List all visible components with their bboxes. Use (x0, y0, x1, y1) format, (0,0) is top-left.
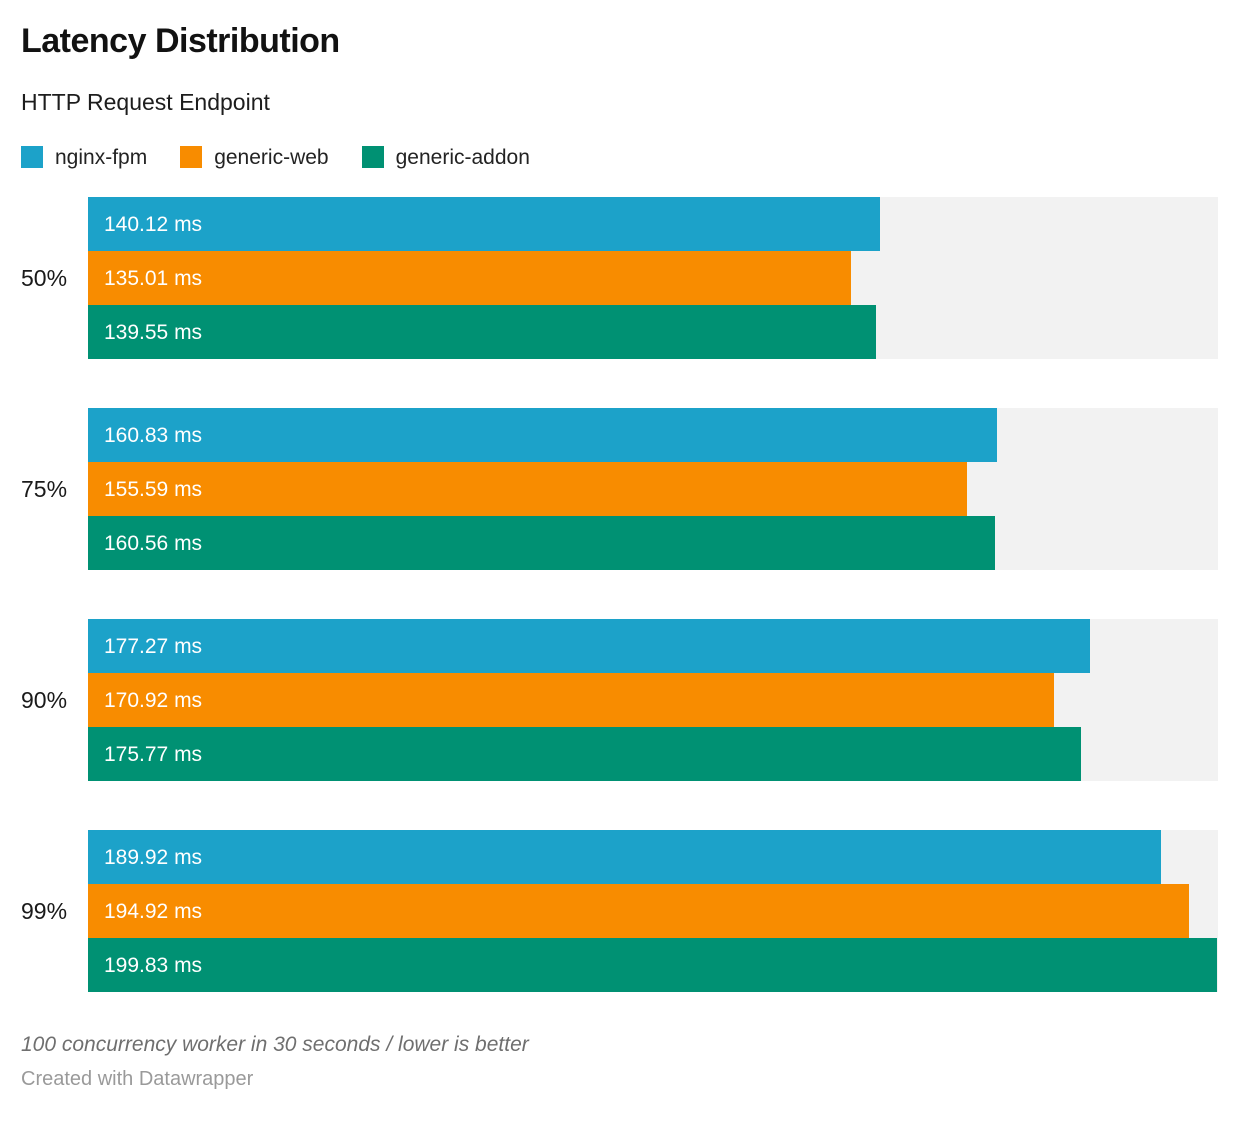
bar-value-label: 160.56 ms (104, 531, 203, 555)
legend-label: generic-addon (395, 145, 530, 169)
bar-nginx-fpm: 189.92 ms (88, 830, 1162, 885)
bar-generic-addon: 175.77 ms (88, 727, 1082, 782)
bar-generic-addon: 199.83 ms (88, 938, 1218, 993)
category-label: 90% (21, 686, 68, 713)
legend-item-generic-addon: generic-addon (361, 145, 530, 169)
legend-swatch-icon (21, 146, 43, 169)
datawrapper-attribution: Created with Datawrapper (21, 1068, 254, 1091)
bar-group-75pct: 75% 160.83 ms 155.59 ms 160.56 ms (21, 408, 1218, 571)
legend-swatch-icon (180, 146, 203, 169)
bar-value-label: 160.83 ms (104, 423, 203, 447)
bar-value-label: 139.55 ms (104, 320, 203, 344)
bar-chart: 50% 140.12 ms 135.01 ms 139.55 ms 75% 160.83 … (21, 197, 1218, 993)
bar-generic-web: 170.92 ms (88, 673, 1054, 728)
bar-nginx-fpm: 177.27 ms (88, 619, 1090, 674)
bar-group-50pct: 50% 140.12 ms 135.01 ms 139.55 ms (21, 197, 1218, 360)
page-title: Latency Distribution (21, 22, 340, 60)
legend-label: generic-web (214, 145, 329, 169)
bar-generic-addon: 139.55 ms (88, 305, 877, 360)
bar-group-99pct: 99% 189.92 ms 194.92 ms 199.83 ms (21, 830, 1218, 993)
legend: nginx-fpm generic-web generic-addon (21, 145, 1218, 169)
legend-item-nginx-fpm: nginx-fpm (21, 145, 148, 169)
bar-nginx-fpm: 140.12 ms (88, 197, 880, 252)
bar-generic-addon: 160.56 ms (88, 516, 996, 571)
bar-value-label: 170.92 ms (104, 688, 203, 712)
bar-track: 177.27 ms 170.92 ms 175.77 ms (88, 619, 1218, 782)
chart-note: 100 concurrency worker in 30 seconds / l… (21, 1033, 529, 1057)
bar-track: 140.12 ms 135.01 ms 139.55 ms (88, 197, 1218, 360)
legend-label: nginx-fpm (55, 145, 148, 169)
bar-value-label: 189.92 ms (104, 845, 203, 869)
bar-value-label: 175.77 ms (104, 742, 203, 766)
legend-swatch-icon (361, 146, 384, 169)
bar-value-label: 177.27 ms (104, 634, 203, 658)
category-label: 50% (21, 264, 68, 291)
chart-subtitle: HTTP Request Endpoint (21, 89, 270, 116)
bar-group-90pct: 90% 177.27 ms 170.92 ms 175.77 ms (21, 619, 1218, 782)
bar-track: 160.83 ms 155.59 ms 160.56 ms (88, 408, 1218, 571)
bar-generic-web: 135.01 ms (88, 251, 851, 306)
bar-nginx-fpm: 160.83 ms (88, 408, 997, 463)
bar-generic-web: 155.59 ms (88, 462, 968, 517)
bar-value-label: 199.83 ms (104, 953, 203, 977)
bar-value-label: 135.01 ms (104, 266, 203, 290)
bar-generic-web: 194.92 ms (88, 884, 1190, 939)
bar-value-label: 140.12 ms (104, 212, 203, 236)
category-label: 75% (21, 475, 68, 502)
bar-track: 189.92 ms 194.92 ms 199.83 ms (88, 830, 1218, 993)
chart-container: Latency Distribution HTTP Request Endpoi… (21, 22, 1218, 1091)
bar-value-label: 194.92 ms (104, 899, 203, 923)
category-label: 99% (21, 897, 68, 924)
bar-value-label: 155.59 ms (104, 477, 203, 501)
legend-item-generic-web: generic-web (180, 145, 329, 169)
